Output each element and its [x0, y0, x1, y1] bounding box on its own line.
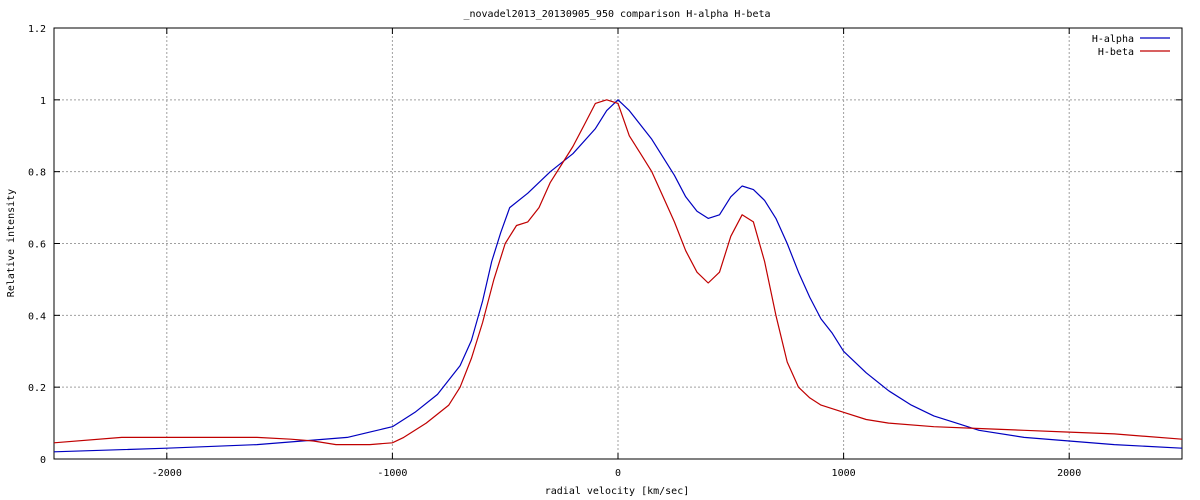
x-tick-label: 2000 — [1057, 468, 1081, 479]
x-tick-label: 1000 — [832, 468, 856, 479]
x-tick-label: -2000 — [152, 468, 182, 479]
x-axis-label: radial velocity [km/sec] — [545, 486, 690, 497]
legend-label-h-beta: H-beta — [1098, 47, 1134, 58]
grid-lines — [54, 28, 1182, 459]
y-tick-label: 1.2 — [28, 24, 46, 35]
series-group — [53, 99, 1183, 453]
y-tick-label: 1 — [40, 96, 46, 107]
series-line-h-beta — [53, 99, 1183, 446]
x-axis-ticks: -2000 -1000 0 1000 2000 — [152, 28, 1081, 479]
y-axis-ticks: 0 0.2 0.4 0.6 0.8 1 1.2 — [28, 24, 1182, 466]
legend: H-alpha H-beta — [1092, 34, 1170, 58]
y-axis-label: Relative intensity — [6, 189, 17, 297]
x-tick-label: 0 — [615, 468, 621, 479]
y-tick-label: 0 — [40, 455, 46, 466]
x-tick-label: -1000 — [377, 468, 407, 479]
chart-title: _novadel2013_20130905_950 comparison H-a… — [463, 9, 770, 20]
y-tick-label: 0.2 — [28, 383, 46, 394]
y-tick-label: 0.6 — [28, 240, 46, 251]
y-tick-label: 0.4 — [28, 311, 46, 322]
series-line-h-alpha — [53, 99, 1183, 453]
legend-label-h-alpha: H-alpha — [1092, 34, 1134, 45]
y-tick-label: 0.8 — [28, 168, 46, 179]
